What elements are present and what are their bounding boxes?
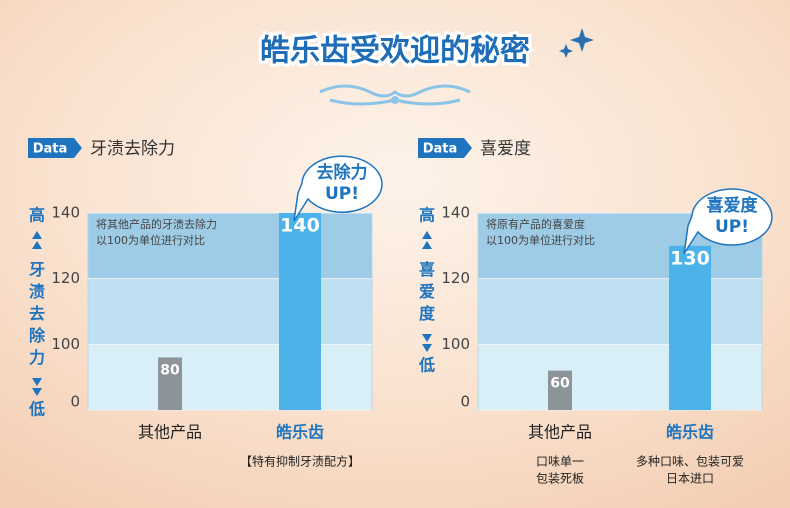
y-label-bottom: 低 [28,400,45,419]
sparkle [559,28,594,58]
bar [669,245,711,410]
plot-note: 以100为单位进行对比 [96,233,205,247]
y-tick-label: 120 [441,269,470,287]
x-tick-label: 皓乐齿 [276,423,324,442]
y-tick-label: 0 [70,393,80,411]
badge-shape [418,138,472,158]
callout-text: UP! [715,217,749,237]
page-title: 皓乐齿受欢迎的秘密 [260,34,530,69]
plot-note: 将原有产品的喜爱度 [486,217,585,231]
arrow-down [32,378,42,396]
badge-text: Data [423,142,458,157]
arrow-down [422,334,432,352]
category-note: 口味单一 [536,455,584,469]
value-label: 130 [670,247,710,269]
y-tick-label: 100 [441,335,470,353]
y-tick-label: 120 [51,269,80,287]
callout-text: UP! [325,184,359,204]
plot-band [478,278,762,345]
y-tick-label: 0 [460,393,470,411]
category-note: 多种口味、包装可爱 [636,455,744,469]
arrow-up [32,231,42,249]
value-label: 60 [550,376,570,392]
category-note: 包装死板 [536,472,584,486]
y-label: 喜爱度 [419,260,436,323]
y-label-top: 高 [419,206,435,225]
ornament-dot [391,96,399,104]
y-tick-label: 140 [51,204,80,222]
category-note: 日本进口 [666,472,714,486]
value-label: 140 [280,215,320,237]
plot-band [88,344,372,410]
x-tick-label: 其他产品 [138,423,202,442]
x-tick-label: 其他产品 [528,423,592,442]
value-label: 80 [160,362,180,378]
badge-text: Data [33,142,68,157]
y-label-top: 高 [29,206,45,225]
plot-band [88,213,372,279]
badge-shape [28,138,82,158]
plot-band [478,344,762,410]
y-tick-label: 100 [51,335,80,353]
callout-bubble [293,155,383,222]
arrow-up [422,231,432,249]
callout-text: 喜爱度 [707,195,759,216]
callout-text: 去除力 [317,162,368,183]
category-note: 【特有抑制牙渍配方】 [240,454,360,469]
chart-title: 喜爱度 [480,139,531,159]
plot-band [88,278,372,345]
plot-note: 将其他产品的牙渍去除力 [96,217,217,231]
y-label-bottom: 低 [418,356,435,375]
bar [548,370,572,410]
chart-title: 牙渍去除力 [90,139,175,159]
y-tick-label: 140 [441,204,470,222]
plot-note: 以100为单位进行对比 [486,233,595,247]
callout-bubble [683,188,773,255]
bar [158,357,182,410]
bar [279,213,321,410]
x-tick-label: 皓乐齿 [666,423,714,442]
y-label: 牙渍去除力 [29,260,46,367]
